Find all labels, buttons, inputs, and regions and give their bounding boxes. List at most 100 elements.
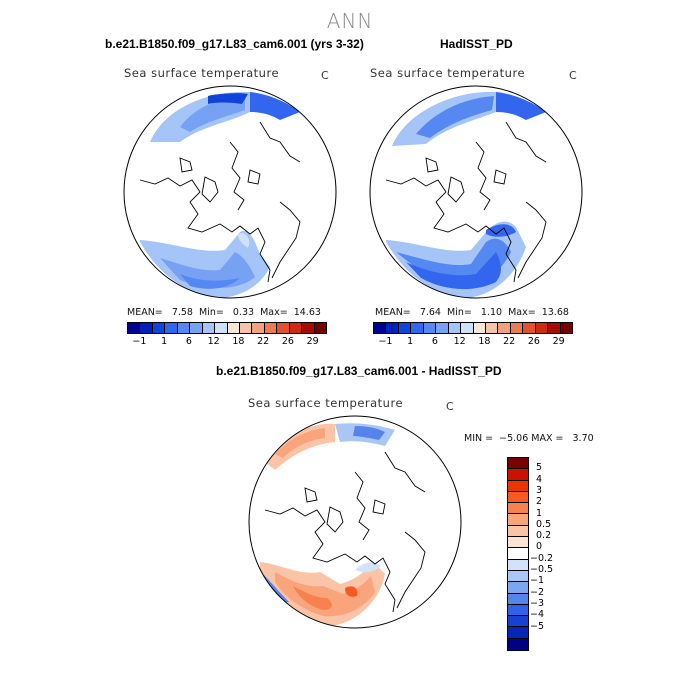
diff-field-title: Sea surface temperature xyxy=(248,396,404,410)
colorbar-tick-label: 22 xyxy=(257,336,270,347)
colorbar-swatch xyxy=(374,323,387,333)
model-stats: MEAN= 7.58 Min= 0.33 Max= 14.63 xyxy=(127,307,321,318)
colorbar-tick-label: 22 xyxy=(503,336,516,347)
model-field-title: Sea surface temperature xyxy=(124,66,280,80)
colorbar-tick-label: 29 xyxy=(552,336,565,347)
colorbar-swatch xyxy=(508,638,528,651)
colorbar-swatch xyxy=(508,480,528,492)
colorbar-swatch xyxy=(508,525,528,538)
diff-map-border xyxy=(248,415,462,629)
colorbar-swatch xyxy=(508,537,528,549)
colorbar-swatch xyxy=(508,548,528,560)
model-colorbar xyxy=(127,322,327,334)
obs-field-title: Sea surface temperature xyxy=(370,66,526,80)
colorbar-swatch xyxy=(239,323,253,333)
colorbar-swatch xyxy=(202,323,216,333)
diff-case-title: b.e21.B1850.f09_g17.L83_cam6.001 - HadIS… xyxy=(216,364,502,378)
colorbar-swatch xyxy=(423,323,437,333)
colorbar-swatch xyxy=(252,323,265,333)
colorbar-tick-label: 18 xyxy=(232,336,245,347)
colorbar-swatch xyxy=(289,323,303,333)
colorbar-swatch xyxy=(560,323,572,333)
colorbar-swatch xyxy=(473,323,486,333)
colorbar-swatch xyxy=(140,323,153,333)
model-coastlines xyxy=(139,121,301,283)
colorbar-swatch xyxy=(215,323,228,333)
colorbar-swatch xyxy=(498,323,511,333)
obs-polar-map xyxy=(369,85,583,299)
colorbar-swatch xyxy=(461,323,474,333)
season-title: ANN xyxy=(326,9,374,33)
colorbar-tick-label: 12 xyxy=(453,336,466,347)
colorbar-swatch xyxy=(448,323,462,333)
colorbar-tick-label: −0.5 xyxy=(530,564,554,575)
colorbar-swatch xyxy=(165,323,178,333)
diff-colorbar-ticks: 5 4 3 2 1 0.5 0.2 0 −0.2 −0.5 −1 −2 −3 −4 −5 xyxy=(530,457,593,651)
colorbar-tick-label: 4 xyxy=(536,473,543,485)
colorbar-tick-label: −1 xyxy=(132,336,147,347)
diff-coastlines xyxy=(264,451,426,613)
colorbar-tick-label: 0.5 xyxy=(536,518,552,530)
model-polar-map xyxy=(123,85,337,299)
colorbar-swatch xyxy=(398,323,412,333)
colorbar-tick-label: −1 xyxy=(530,575,545,587)
colorbar-tick-label: −4 xyxy=(530,609,545,621)
colorbar-tick-label: 0.2 xyxy=(536,530,552,542)
colorbar-tick-label: 18 xyxy=(478,336,491,347)
colorbar-tick-label: −5 xyxy=(530,620,545,632)
colorbar-tick-label: 2 xyxy=(536,496,543,508)
diff-colorbar xyxy=(507,457,529,652)
colorbar-swatch xyxy=(152,323,166,333)
colorbar-tick-label: 26 xyxy=(527,336,540,347)
obs-coastlines xyxy=(385,121,547,283)
colorbar-tick-label: 6 xyxy=(431,336,438,347)
obs-stats: MEAN= 7.64 Min= 1.10 Max= 13.68 xyxy=(375,307,569,318)
colorbar-swatch xyxy=(314,323,326,333)
obs-colorbar xyxy=(373,322,573,334)
colorbar-swatch xyxy=(508,616,528,628)
obs-colorbar-ticks: −1 1 6 12 18 22 26 29 xyxy=(373,336,571,350)
colorbar-tick-label: 6 xyxy=(185,336,192,347)
colorbar-tick-label: 1 xyxy=(407,336,414,347)
model-case-title: b.e21.B1850.f09_g17.L83_cam6.001 (yrs 3-… xyxy=(105,37,364,51)
colorbar-swatch xyxy=(302,323,315,333)
colorbar-swatch xyxy=(508,570,528,583)
colorbar-tick-label: 1 xyxy=(161,336,168,347)
colorbar-swatch xyxy=(508,458,528,470)
colorbar-tick-label: 26 xyxy=(281,336,294,347)
colorbar-swatch xyxy=(508,593,528,605)
obs-map-border xyxy=(369,85,583,299)
colorbar-swatch xyxy=(508,582,528,594)
colorbar-swatch xyxy=(508,604,528,617)
colorbar-swatch xyxy=(264,323,278,333)
colorbar-tick-label: −1 xyxy=(378,336,393,347)
model-map-border xyxy=(123,85,337,299)
colorbar-swatch xyxy=(508,514,528,526)
colorbar-swatch xyxy=(190,323,203,333)
colorbar-swatch xyxy=(508,491,528,504)
colorbar-tick-label: 0 xyxy=(536,541,543,553)
model-sst-field xyxy=(140,91,300,298)
colorbar-swatch xyxy=(548,323,561,333)
colorbar-tick-label: 3 xyxy=(536,484,543,496)
colorbar-swatch xyxy=(277,323,290,333)
colorbar-tick-label: −3 xyxy=(530,597,545,609)
colorbar-swatch xyxy=(386,323,399,333)
model-colorbar-ticks: −1 1 6 12 18 22 26 29 xyxy=(127,336,325,350)
colorbar-swatch xyxy=(177,323,191,333)
colorbar-swatch xyxy=(508,503,528,515)
colorbar-swatch xyxy=(535,323,549,333)
colorbar-tick-label: 12 xyxy=(207,336,220,347)
model-units: C xyxy=(321,69,329,82)
colorbar-tick-label: −0.2 xyxy=(530,552,554,564)
colorbar-swatch xyxy=(510,323,524,333)
colorbar-tick-label: 5 xyxy=(536,462,543,474)
colorbar-swatch xyxy=(508,559,528,571)
obs-units: C xyxy=(569,69,577,82)
colorbar-swatch xyxy=(523,323,536,333)
colorbar-tick-label: −2 xyxy=(530,586,545,598)
diff-stats: MIN = −5.06 MAX = 3.70 xyxy=(464,433,594,444)
diff-polar-map xyxy=(248,415,462,629)
obs-sst-field xyxy=(386,91,546,298)
colorbar-swatch xyxy=(508,627,528,639)
